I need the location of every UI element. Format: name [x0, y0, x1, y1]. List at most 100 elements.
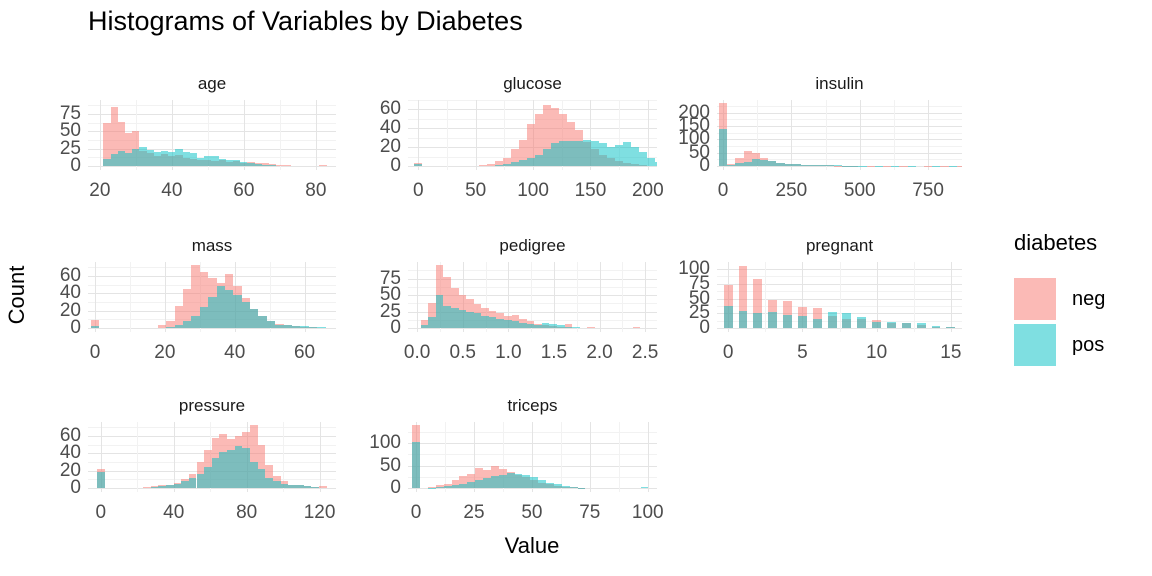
- x-tick-label: 2.0: [586, 342, 613, 363]
- hist-bar-pos: [308, 327, 318, 328]
- legend-swatch-neg: [1014, 278, 1056, 320]
- x-tick-label: 0: [95, 502, 107, 523]
- hist-bar-pos: [211, 458, 220, 488]
- hist-bar-pos: [96, 471, 105, 488]
- x-tick-label: 0: [89, 342, 101, 363]
- x-tick-label: 200: [631, 180, 664, 201]
- hist-bar-pos: [655, 162, 657, 166]
- y-tick-label: 0: [390, 155, 401, 176]
- gridline-minor: [622, 262, 624, 332]
- hist-bar-pos: [467, 481, 476, 488]
- legend-swatch-pos: [1014, 324, 1056, 366]
- hist-bar-neg: [478, 165, 487, 166]
- hist-bar-pos: [168, 152, 176, 166]
- hist-bar-pos: [812, 318, 822, 328]
- hist-bar-pos: [557, 325, 565, 328]
- hist-bar-neg: [526, 123, 535, 166]
- x-tick-label: 0.0: [403, 342, 431, 363]
- hist-bar-neg: [319, 486, 327, 488]
- hist-bar-neg: [150, 486, 159, 488]
- hist-bar-neg: [125, 133, 133, 166]
- hist-bar-neg: [435, 485, 444, 488]
- facet-panel-pregnant: [717, 262, 962, 332]
- hist-bar-pos: [174, 325, 183, 328]
- hist-bar-pos: [225, 160, 234, 166]
- hist-bar-pos: [496, 318, 505, 328]
- gridline-major: [928, 100, 930, 170]
- hist-bar-pos: [269, 165, 277, 166]
- gridline-major: [417, 262, 419, 332]
- gridline-major: [173, 422, 175, 492]
- hist-bar-pos: [224, 289, 234, 328]
- hist-bar-neg: [117, 121, 126, 166]
- hist-bar-neg: [587, 327, 595, 328]
- hist-bar-pos: [257, 468, 266, 488]
- gridline-minor: [576, 262, 578, 332]
- hist-bar-pos: [110, 154, 118, 166]
- gridline-major: [408, 166, 657, 167]
- hist-bar-pos: [204, 156, 212, 166]
- gridline-major: [647, 100, 649, 170]
- gridline-minor: [839, 262, 841, 332]
- hist-bar-pos: [291, 326, 301, 328]
- gridline-minor: [408, 286, 657, 288]
- hist-bar-pos: [103, 159, 111, 166]
- facet-title-glucose: glucose: [503, 74, 562, 93]
- hist-bar-pos: [146, 150, 154, 166]
- gridline-major: [859, 100, 861, 170]
- facet-panel-mass: [88, 262, 336, 332]
- x-tick-label: 75: [579, 502, 601, 523]
- hist-bar-neg: [103, 122, 111, 166]
- gridline-major: [408, 311, 657, 313]
- hist-bar-pos: [250, 308, 259, 328]
- hist-bar-pos: [800, 164, 810, 166]
- hist-bar-pos: [768, 161, 777, 166]
- gridline-minor: [717, 106, 962, 108]
- hist-bar-pos: [233, 159, 241, 166]
- hist-bar-neg: [269, 163, 277, 166]
- y-tick-label: 75: [379, 267, 401, 289]
- gridline-minor: [445, 422, 447, 492]
- hist-bar-pos: [254, 163, 262, 166]
- hist-bar-neg: [743, 150, 752, 166]
- hist-bar-neg: [459, 476, 468, 488]
- hist-bar-pos: [273, 481, 281, 488]
- gridline-major: [531, 422, 533, 492]
- x-tick-label: 0: [722, 342, 734, 363]
- gridline-minor: [207, 100, 209, 170]
- x-tick-label: 0: [717, 180, 729, 201]
- y-tick-label: 25: [379, 300, 401, 322]
- hist-bar-pos: [473, 313, 482, 328]
- y-tick-label: 50: [59, 120, 81, 142]
- hist-bar-pos: [526, 158, 535, 166]
- hist-bar-pos: [258, 315, 267, 328]
- gridline-major: [408, 328, 657, 329]
- hist-bar-pos: [506, 472, 515, 488]
- facet-title-pregnant: pregnant: [805, 236, 874, 255]
- gridline-major: [508, 262, 510, 332]
- gridline-major: [647, 422, 649, 492]
- gridline-major: [717, 166, 962, 167]
- hist-bar-pos: [428, 317, 436, 328]
- y-tick-label: 75: [688, 272, 710, 294]
- hist-bar-pos: [216, 286, 225, 328]
- gridline-major: [474, 422, 475, 492]
- hist-bar-pos: [132, 148, 140, 166]
- hist-bar-pos: [234, 446, 243, 488]
- hist-bar-pos: [175, 149, 183, 166]
- y-tick-label: 75: [59, 102, 81, 124]
- gridline-major: [717, 152, 962, 154]
- hist-bar-neg: [443, 483, 452, 488]
- gridline-minor: [408, 118, 657, 120]
- hist-bar-pos: [522, 475, 531, 488]
- hist-bar-pos: [247, 162, 255, 166]
- hist-bar-pos: [639, 151, 648, 166]
- hist-bar-neg: [443, 276, 452, 328]
- hist-bar-pos: [640, 486, 649, 488]
- gridline-major: [88, 166, 336, 167]
- hist-bar-pos: [451, 308, 459, 328]
- gridline-minor: [504, 100, 506, 170]
- legend-label-neg: neg: [1072, 287, 1106, 310]
- gridline-major: [599, 262, 601, 332]
- y-tick-label: 40: [59, 282, 81, 304]
